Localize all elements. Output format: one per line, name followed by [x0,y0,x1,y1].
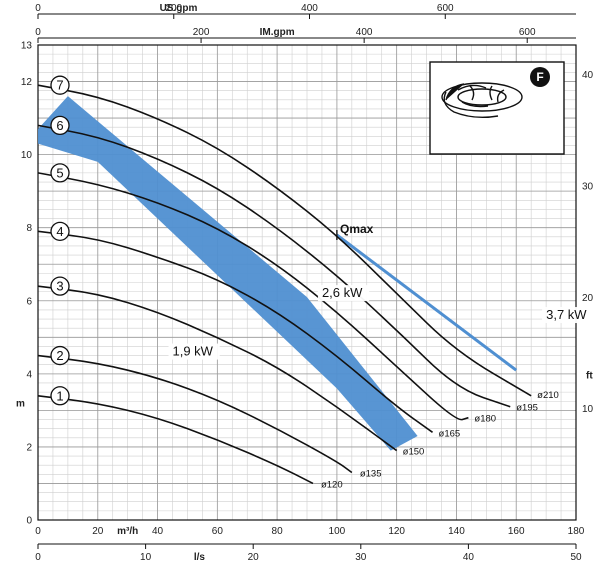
pump-curve-7 [37,84,532,397]
x-m3h-tick-label: 40 [152,526,164,537]
x-m3h-tick-label: 180 [568,526,585,537]
y-right-axis-title: ft [586,371,593,382]
x-imgpm-tick-label: 400 [356,27,373,38]
x-m3h-tick-label: 80 [272,526,284,537]
power-label-bg [168,343,220,360]
x-ls-tick-label: 0 [35,552,41,563]
x-usgpm-tick-label: 600 [437,3,454,14]
curve-diameter-label: ø150 [403,447,425,458]
y-right-tick-label: 10 [582,404,594,415]
curve-number-label: 5 [56,165,63,180]
power-label-bg [317,285,370,302]
curve-number-circle [50,276,70,296]
curve-number-label: 7 [56,78,63,93]
y-left-tick-label: 2 [26,442,32,453]
curve-number-label: 2 [56,348,63,363]
power-label: 3,7 kW [546,307,587,322]
x-usgpm-axis-title: US.gpm [160,3,198,14]
x-imgpm-tick-label: 0 [35,27,41,38]
x-ls-tick-label: 20 [248,552,260,563]
curve-number-label: 6 [56,118,63,133]
grid [37,44,577,521]
operating-range-band [38,96,418,451]
x-usgpm-tick-label: 200 [165,3,182,14]
x-ls-tick-label: 50 [570,552,582,563]
x-m3h-tick-label: 160 [508,526,525,537]
curve-diameter-label: ø180 [474,414,496,425]
operating-band [38,96,518,451]
x-imgpm-tick-label: 600 [519,27,536,38]
curve-number-circle [50,345,70,366]
x-ls-tick-label: 30 [355,552,367,563]
y-right-tick-label: 40 [582,70,594,81]
curve-diameter-label: ø165 [439,428,461,439]
x-m3h-tick-label: 20 [92,526,104,537]
qmax-label: Qmax [340,222,374,236]
y-left-tick-label: 13 [21,41,33,52]
x-usgpm-tick-label: 400 [301,3,318,14]
pump-curve-4 [37,230,433,433]
y-left-tick-label: 8 [26,223,32,234]
badge-circle [530,67,550,87]
curve-number-circle [50,115,70,136]
curve-labels: 1 ø120 2 ø135 3 ø150 4 ø165 5 ø180 6 ø195 7 ø210 1,9 k… [50,75,594,490]
pump-curve-6 [37,124,511,408]
x-m3h-tick-label: 0 [35,526,41,537]
y-left-axis-title: m [16,399,25,410]
pump-curve-5 [37,172,469,421]
y-left-tick-label: 4 [26,369,32,380]
x-usgpm-tick-label: 0 [35,3,41,14]
x-m3h-tick-label: 120 [388,526,405,537]
curve-diameter-label: ø195 [516,403,538,414]
curve-number-label: 4 [56,224,63,239]
y-left-tick-label: 10 [21,150,33,161]
x-ls-tick-label: 40 [463,552,475,563]
y-left-tick-label: 6 [26,296,32,307]
y-left-tick-label: 0 [26,516,32,527]
curve-diameter-label: ø120 [321,479,343,490]
x-ls-tick-label: 10 [140,552,152,563]
curve-number-circle [50,386,70,406]
x-ls-axis-title: l/s [194,552,206,563]
badge-letter: F [536,70,543,84]
curve-number-circle [50,221,70,241]
x-imgpm-axis-title: IM.gpm [260,27,295,38]
x-m3h-tick-label: 140 [448,526,465,537]
curve-number-label: 3 [56,279,63,294]
plot-frame [37,44,577,521]
curve-number-circle [50,75,70,95]
pump-impeller-inset: F [429,61,565,155]
x-m3h-tick-label: 100 [329,526,346,537]
y-right-tick-label: 20 [582,293,594,304]
power-label-bg [542,307,594,324]
y-left-tick-label: 12 [21,77,33,88]
x-m3h-tick-label: 60 [212,526,224,537]
impeller-icon [441,82,523,119]
power-label: 2,6 kW [322,285,363,300]
curve-diameter-label: ø135 [360,469,382,480]
x-imgpm-tick-label: 200 [193,27,210,38]
y-right-tick-label: 30 [582,181,594,192]
curve-number-label: 1 [56,388,63,403]
x-m3h-axis-title: m³/h [117,526,138,537]
power-label: 1,9 kW [173,344,214,359]
qmax-line [335,233,518,372]
curve-number-circle [50,163,70,183]
curve-diameter-label: ø210 [537,390,559,401]
